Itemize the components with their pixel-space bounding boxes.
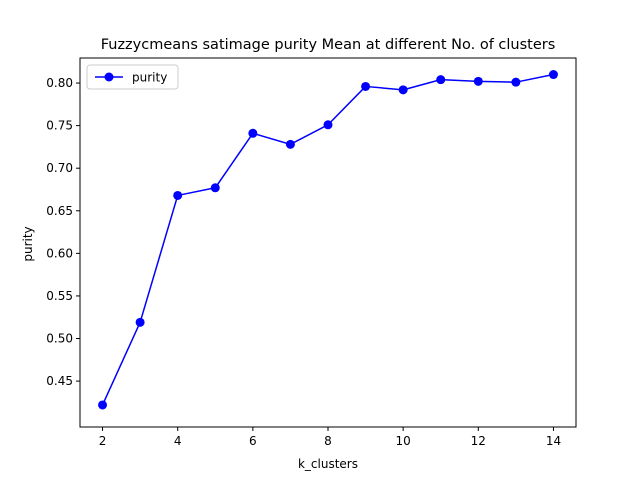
plot-frame	[79, 57, 577, 428]
y-tick-label: 0.80	[46, 76, 73, 90]
data-point	[436, 75, 446, 85]
y-tick-label: 0.65	[46, 204, 73, 218]
series-points	[98, 70, 558, 410]
x-tick-label: 10	[396, 434, 411, 448]
x-tick-label: 12	[471, 434, 486, 448]
y-tick-label: 0.45	[46, 374, 73, 388]
y-tick-label: 0.75	[46, 119, 73, 133]
legend-box	[86, 64, 179, 90]
y-axis-label: purity	[21, 226, 35, 261]
legend-label: purity	[132, 71, 167, 85]
x-axis-label: k_clusters	[298, 457, 358, 471]
legend: purity	[86, 64, 179, 90]
x-tick-label: 8	[324, 434, 332, 448]
legend-marker	[104, 72, 114, 82]
y-tick-label: 0.55	[46, 289, 73, 303]
x-tick-label: 14	[546, 434, 561, 448]
x-tick-label: 6	[249, 434, 257, 448]
data-point	[285, 139, 295, 149]
data-point	[361, 81, 371, 91]
x-tick-label: 4	[174, 434, 182, 448]
y-axis-ticks: 0.45 0.50 0.55 0.60 0.65 0.70 0.75 0.80	[46, 76, 80, 388]
y-tick-label: 0.60	[46, 246, 73, 260]
x-tick-label: 2	[99, 434, 107, 448]
data-point	[398, 85, 408, 95]
data-point	[98, 400, 108, 410]
y-tick-label: 0.70	[46, 161, 73, 175]
data-point	[248, 128, 258, 138]
chart-title: Fuzzycmeans satimage purity Mean at diff…	[101, 37, 556, 53]
data-point	[173, 190, 183, 200]
data-point	[473, 76, 483, 86]
y-tick-label: 0.50	[46, 332, 73, 346]
data-point	[135, 317, 145, 327]
data-point	[548, 70, 558, 80]
data-point	[511, 77, 521, 87]
x-axis-ticks: 2 4 6 8 10 12 14	[99, 427, 561, 448]
data-point	[210, 183, 220, 193]
data-point	[323, 120, 333, 130]
